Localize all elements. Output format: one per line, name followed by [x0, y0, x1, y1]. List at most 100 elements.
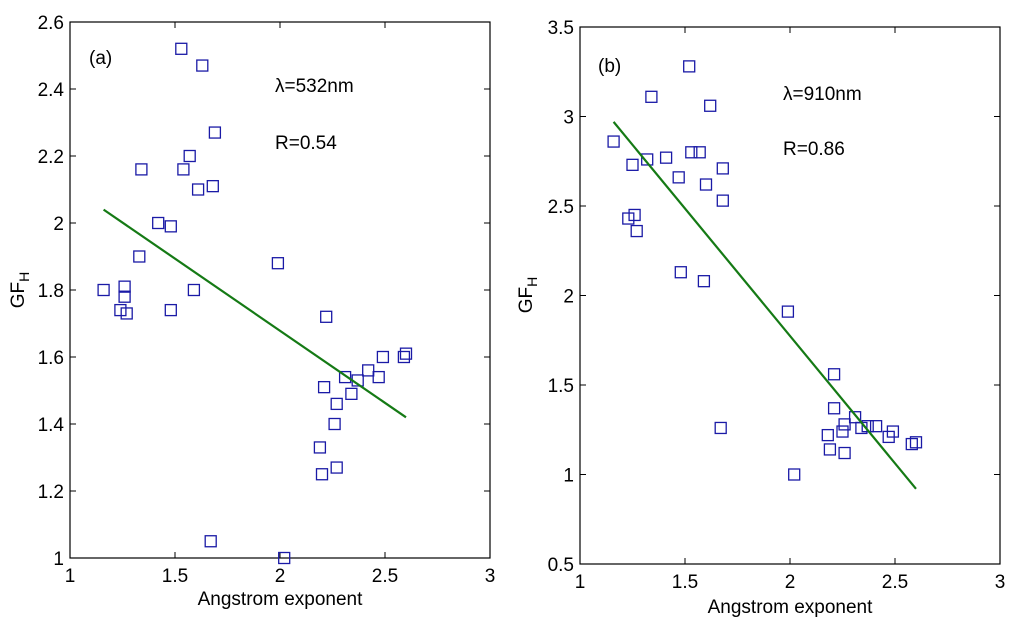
panel-a-data-point	[313, 441, 327, 454]
panel-b-data-point	[716, 162, 729, 175]
panel-a-wavelength: λ=532nm	[275, 76, 354, 97]
panel-b-data-point	[630, 224, 643, 238]
panel-a-data-point	[372, 370, 385, 384]
panel-b-fit-line	[612, 121, 917, 490]
panel-b-x-tick-label: 2	[785, 572, 796, 593]
panel-a-correlation: R=0.54	[275, 133, 337, 154]
panel-a-data-point	[164, 220, 177, 233]
panel-b-x-tick-label: 1.5	[672, 572, 698, 593]
panel-b-y-tick-label: 3	[563, 108, 574, 129]
panel-a-data-point	[114, 303, 127, 317]
panel-b-data-point	[641, 153, 654, 166]
panel-a-data-point	[315, 468, 329, 481]
panel-b-data-point	[821, 428, 834, 442]
panel-b-x-axis-title: Angstrom exponent	[708, 597, 873, 618]
panel-b-data-point	[693, 146, 706, 159]
panel-a-x-tick-label: 3	[485, 566, 496, 587]
panel-b-data-point	[827, 368, 841, 381]
panel-a-data-point	[345, 387, 358, 401]
panel-a-data-point	[118, 280, 131, 293]
panel-b-data-point	[869, 420, 883, 433]
panel-a-x-axis-title: Angstrom exponent	[198, 589, 363, 610]
panel-b-data-point	[714, 421, 727, 435]
panel-a-x-tick-label: 2.5	[372, 566, 398, 587]
panel-b-data-point	[622, 212, 635, 225]
panel-b-y-tick-label: 0.5	[548, 555, 574, 576]
panel-b-data-point	[838, 446, 851, 460]
panel-b-data-point	[683, 60, 696, 73]
panel-b-data-point	[836, 425, 849, 438]
panel-b-data-point	[685, 146, 698, 159]
panel-b-data-point	[607, 135, 620, 148]
panel-a-data-point	[175, 42, 188, 55]
panel-a-y-tick-label: 2.6	[38, 13, 64, 34]
panel-b-y-axis-title-sub: H	[524, 277, 540, 287]
panel-a-x-tick-label: 2	[275, 566, 286, 587]
panel-a-data-point	[320, 310, 333, 323]
panel-a-data-point	[271, 257, 285, 270]
panel-b-data-point	[674, 266, 687, 279]
panel-b-y-tick-label: 1	[563, 466, 574, 487]
panel-b-data-point	[672, 171, 685, 184]
panel-a-data-point	[187, 283, 201, 297]
panel-b-data-point	[626, 158, 639, 171]
panel-b-y-axis-title-main: GF	[516, 287, 537, 313]
panel-a-data-point	[317, 380, 331, 394]
panel-a-y-tick-label: 2	[53, 214, 64, 235]
panel-b-y-axis-title: GFH	[516, 277, 540, 314]
panel-b-tick-labels: 1 1.5 2 2.5 30.511.522.533.5	[548, 18, 1006, 593]
panel-b-data-point	[848, 411, 862, 424]
panel-a-data-point	[399, 347, 413, 360]
panel-b-y-tick-label: 2.5	[548, 197, 574, 218]
panel-a-x-tick-label: 1.5	[162, 566, 188, 587]
panel-b-plot-frame	[579, 26, 1001, 565]
panel-a-y-tick-label: 1.4	[38, 415, 65, 436]
panel-a-data-point	[183, 149, 196, 163]
panel-a: 1 1.5 2 2.5 3 1 1.2 1.4 1.6 1.8 2 2.2 2.4 2.6 (a) λ=5…	[8, 13, 495, 610]
panel-b-data-point	[659, 151, 673, 164]
panel-a-ticks	[69, 21, 491, 559]
panel-a-y-tick-label: 2.2	[38, 147, 64, 168]
panel-a-fit-line	[102, 208, 407, 419]
panel-a-data-point	[177, 163, 190, 176]
panel-a-data-point	[338, 370, 352, 384]
panel-b-ticks	[579, 26, 1001, 565]
panel-b-label: (b)	[598, 56, 621, 77]
panel-b-x-tick-label: 2.5	[882, 572, 908, 593]
panel-b-data-point	[827, 402, 841, 415]
panel-a-y-axis-title-main: GF	[8, 282, 29, 308]
panel-a-x-tick-label: 1	[65, 566, 76, 587]
panel-b-data-point	[699, 178, 713, 191]
panel-b-data-point	[788, 468, 801, 481]
panel-a-data-point	[328, 417, 341, 431]
panel-b-data-point	[838, 418, 851, 431]
panel-a-data-point	[278, 551, 291, 565]
panel-a-data-point	[208, 126, 222, 139]
panel-b-y-tick-label: 2	[563, 287, 574, 308]
panel-b-data-point	[909, 436, 923, 449]
panel-b-data-point	[823, 443, 837, 456]
panel-a-points	[97, 42, 413, 565]
panel-b-wavelength: λ=910nm	[783, 84, 862, 105]
panel-b-data-point	[645, 90, 658, 103]
panel-a-data-point	[164, 303, 177, 317]
panel-a-y-axis-title-sub: H	[16, 272, 32, 282]
panel-a-data-point	[135, 163, 148, 176]
panel-b-correlation: R=0.86	[783, 139, 845, 160]
panel-b-x-tick-label: 1	[575, 572, 586, 593]
panel-a-data-point	[330, 461, 343, 474]
panel-a-y-tick-label: 1.2	[38, 482, 64, 503]
panel-b-points	[607, 60, 923, 481]
panel-b-data-point	[716, 194, 729, 207]
panel-b-x-tick-label: 3	[995, 572, 1006, 593]
panel-a-data-point	[118, 290, 131, 303]
panel-b-data-point	[905, 437, 918, 451]
panel-a-data-point	[191, 183, 205, 196]
panel-b-data-point	[628, 208, 641, 222]
panel-a-data-point	[362, 364, 375, 377]
panel-b-data-point	[704, 99, 717, 112]
panel-a-data-point	[133, 250, 146, 263]
panel-a-label: (a)	[89, 48, 112, 69]
panel-a-tick-labels: 1 1.5 2 2.5 3 1 1.2 1.4 1.6 1.8 2 2.2 2.4 2.6	[38, 13, 496, 587]
